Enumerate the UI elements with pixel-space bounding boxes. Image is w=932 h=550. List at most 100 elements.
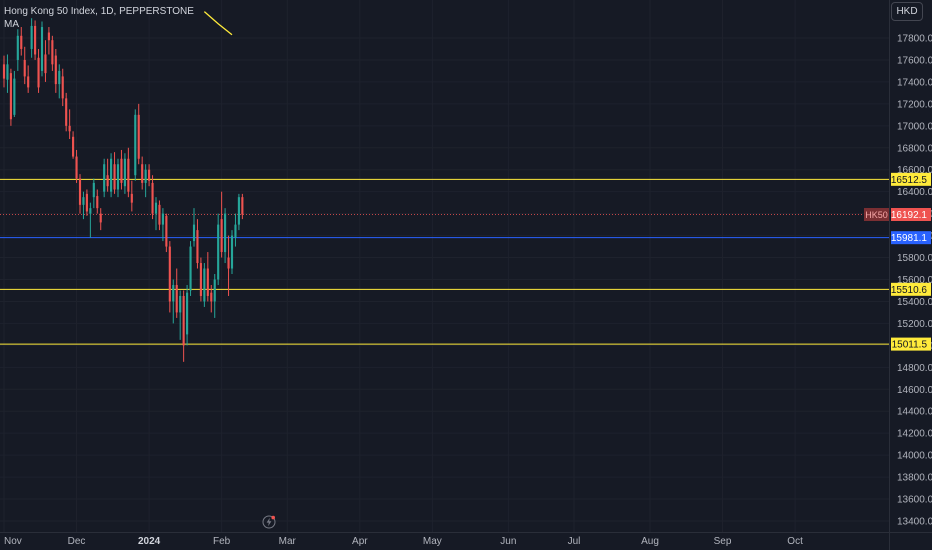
- candle: [148, 164, 151, 187]
- candle-body: [203, 268, 206, 302]
- candle-body: [189, 246, 192, 291]
- time-tick-label: Sep: [714, 536, 732, 547]
- candle: [78, 174, 82, 214]
- candle: [199, 257, 202, 302]
- candle-body: [92, 182, 95, 198]
- candle: [172, 279, 175, 324]
- currency-button[interactable]: HKD: [891, 2, 923, 21]
- candle: [113, 152, 116, 194]
- candle: [103, 158, 106, 198]
- candle-body: [61, 76, 64, 99]
- candle: [186, 284, 189, 346]
- candle-body: [134, 114, 137, 176]
- candle: [34, 20, 37, 60]
- candle-body: [161, 213, 164, 225]
- time-tick-label: May: [423, 536, 442, 547]
- candle: [206, 252, 209, 302]
- candle-body: [27, 76, 30, 88]
- candle: [120, 149, 123, 190]
- candle-body: [9, 73, 12, 120]
- flash-icon[interactable]: [262, 515, 276, 529]
- candle: [130, 180, 133, 212]
- candle-body: [237, 197, 240, 225]
- candle: [9, 68, 12, 126]
- symbol-badge-bg: [864, 208, 889, 222]
- candle: [158, 200, 161, 231]
- price-tick-label: 13600.0: [897, 495, 932, 506]
- candle: [210, 284, 213, 313]
- price-tick-label: 14200.0: [897, 429, 932, 440]
- price-level-label: 15510.6: [891, 285, 928, 296]
- candle: [154, 197, 158, 231]
- price-tick-label: 17200.0: [897, 99, 932, 110]
- candle: [179, 290, 182, 340]
- candle: [2, 55, 6, 88]
- candle-body: [20, 35, 23, 49]
- price-tick-label: 15800.0: [897, 253, 932, 264]
- candle: [23, 46, 26, 85]
- candle: [144, 164, 147, 198]
- candle-body: [85, 193, 88, 212]
- candle: [203, 263, 206, 307]
- candle-body: [68, 125, 71, 132]
- candle: [230, 230, 234, 275]
- candle: [6, 54, 9, 93]
- time-tick-label: 2024: [138, 536, 161, 547]
- candle-body: [110, 158, 113, 192]
- candle: [165, 213, 168, 253]
- candle-body: [2, 64, 6, 79]
- candle: [224, 208, 227, 264]
- candle-body: [220, 219, 223, 253]
- candle: [96, 189, 99, 214]
- candle: [123, 153, 126, 194]
- candle-body: [103, 164, 106, 192]
- candle-body: [182, 295, 185, 346]
- time-tick-label: Aug: [641, 536, 659, 547]
- candle-body: [154, 202, 158, 214]
- candle-body: [165, 215, 168, 247]
- chart-legend: Hong Kong 50 Index, 1D, PEPPERSTONE MA: [4, 5, 194, 31]
- price-level-label: 15011.5: [892, 340, 928, 351]
- candle-body: [120, 158, 123, 183]
- candle: [72, 131, 75, 159]
- legend-indicator-ma[interactable]: MA: [4, 19, 19, 30]
- candle-body: [16, 35, 19, 60]
- candle-body: [217, 224, 220, 280]
- candle: [237, 193, 240, 231]
- last-price-label: 16192.1: [891, 210, 928, 221]
- price-tick-label: 13800.0: [897, 473, 932, 484]
- time-tick-label: Jul: [568, 536, 581, 547]
- candle: [20, 27, 23, 56]
- candle: [13, 70, 16, 118]
- candle: [151, 175, 154, 220]
- candle-body: [96, 196, 99, 209]
- candle-body: [51, 40, 54, 65]
- candle: [227, 235, 230, 296]
- candle-body: [192, 224, 196, 242]
- candle: [161, 208, 164, 242]
- candle: [16, 29, 19, 71]
- price-tick-label: 15600.0: [897, 275, 932, 286]
- price-tick-label: 17600.0: [897, 55, 932, 66]
- price-level-label-bg: [891, 231, 931, 245]
- moving-average-line: [203, 11, 233, 36]
- candle: [141, 156, 144, 190]
- price-tick-label: 13400.0: [897, 517, 932, 528]
- candle: [116, 158, 120, 198]
- candle-body: [78, 178, 82, 205]
- candle: [137, 103, 140, 165]
- candle: [61, 68, 64, 107]
- candle: [54, 48, 57, 93]
- candle: [234, 213, 237, 247]
- candle: [217, 213, 220, 285]
- candle-body: [116, 164, 120, 190]
- candle: [192, 208, 196, 247]
- candle-body: [151, 182, 154, 214]
- price-level-label: 16512.5: [891, 175, 928, 186]
- price-tick-label: 16600.0: [897, 165, 932, 176]
- candle: [75, 149, 78, 183]
- price-level-label: 15981.1: [891, 233, 928, 244]
- candle-body: [186, 292, 189, 335]
